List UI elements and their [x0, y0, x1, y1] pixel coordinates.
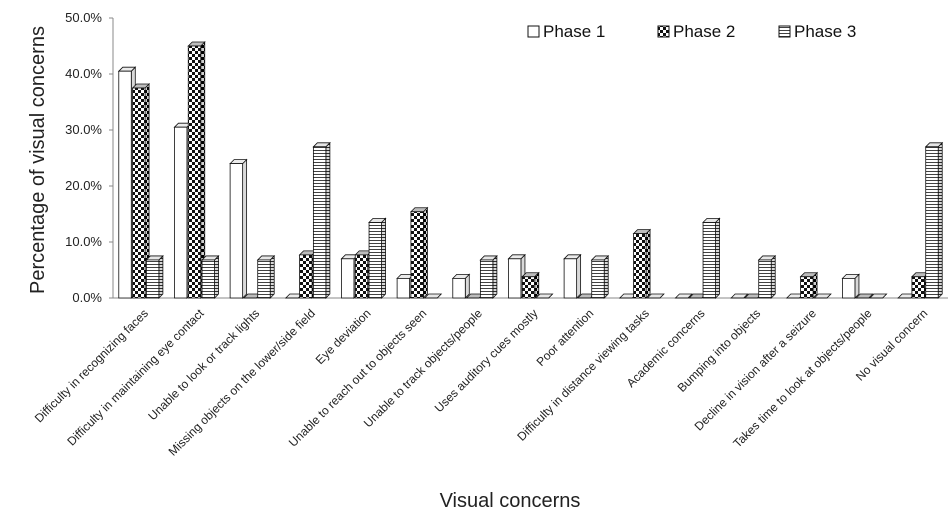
bar [423, 293, 443, 299]
bar-front [132, 87, 146, 299]
bar [632, 228, 652, 299]
bar-front [229, 163, 244, 299]
legend-swatch [527, 25, 540, 38]
x-axis-title: Visual concerns [440, 490, 581, 512]
bar-front [396, 277, 411, 299]
bar-front [145, 259, 160, 299]
bar-side [770, 254, 776, 299]
y-axis-title: Percentage of visual concerns [27, 26, 49, 294]
bar-side [423, 206, 428, 299]
bar-front [633, 233, 647, 299]
bar-side [158, 254, 164, 299]
y-tick-label: 50.0% [65, 10, 102, 25]
bars-layer [117, 41, 944, 299]
bar [312, 141, 331, 299]
bar-front [452, 277, 466, 299]
category-label: Difficulty in recognizing faces [32, 306, 151, 425]
bar [841, 273, 860, 299]
bar-front [702, 221, 716, 299]
legend: Phase 1 Phase 2 Phase 3 [527, 22, 856, 41]
bar [479, 254, 498, 299]
bar [924, 141, 944, 299]
bar [409, 206, 429, 299]
bar [674, 293, 693, 299]
bar-side [937, 141, 943, 299]
bar [646, 293, 665, 299]
bar [535, 293, 554, 299]
legend-swatch [778, 25, 791, 38]
legend-swatch [657, 25, 670, 38]
bar-front [341, 258, 355, 299]
bar-front [312, 146, 327, 299]
bar [702, 217, 721, 299]
bar-front [521, 276, 536, 299]
bar [451, 273, 471, 299]
bar-front [842, 277, 856, 299]
bar-front [368, 221, 382, 299]
bar [855, 293, 874, 299]
bar-front [591, 259, 605, 299]
bar-side [242, 158, 248, 299]
legend-label: Phase 1 [543, 22, 605, 41]
y-tick-label: 0.0% [72, 290, 102, 305]
bar [869, 293, 888, 299]
bar [187, 41, 206, 299]
bar-side [603, 254, 609, 299]
bar [590, 254, 610, 299]
legend-label: Phase 2 [673, 22, 735, 41]
legend-label: Phase 3 [794, 22, 856, 41]
bar-side [715, 217, 720, 299]
bar-front [299, 254, 313, 299]
bar [757, 254, 777, 299]
bar-front [479, 259, 494, 299]
bar [256, 254, 276, 299]
category-label: Eye deviation [313, 306, 374, 367]
bar [131, 83, 151, 299]
category-label: Poor attention [534, 306, 597, 369]
bar [813, 293, 832, 299]
bar-front [354, 254, 369, 299]
bar [799, 271, 819, 299]
y-tick-label: 20.0% [65, 178, 102, 193]
bar-side [576, 253, 582, 299]
bar [521, 271, 540, 299]
bar-side [645, 228, 651, 299]
category-label: Uses auditory cues mostly [432, 306, 541, 415]
bar-side [214, 254, 219, 299]
category-labels: Difficulty in recognizing facesDifficult… [32, 306, 931, 459]
bar [563, 253, 582, 299]
bar-front [758, 259, 772, 299]
bar-front [257, 259, 271, 299]
y-tick-label: 40.0% [65, 66, 102, 81]
bar-front [508, 258, 522, 299]
bar-side [269, 254, 275, 299]
bar-front [563, 258, 578, 299]
bar [201, 254, 220, 299]
bar [229, 158, 248, 299]
bar-front [174, 126, 188, 299]
bar-side [381, 217, 386, 299]
bar [730, 293, 749, 299]
bar [145, 254, 164, 299]
bar-side [325, 141, 331, 299]
bar [368, 217, 387, 299]
bar-front [201, 259, 215, 299]
y-tick-label: 10.0% [65, 234, 102, 249]
bar-front [410, 211, 424, 299]
category-label: Unable to track objects/people [361, 306, 485, 430]
bar-front [118, 70, 132, 299]
y-tick-label: 30.0% [65, 122, 102, 137]
bar-front [911, 276, 925, 299]
category-label: Unable to look or track lights [145, 306, 262, 423]
bar-front [925, 146, 939, 299]
bar-front [187, 45, 202, 299]
bar-front [800, 276, 814, 299]
bar-side [492, 254, 498, 299]
